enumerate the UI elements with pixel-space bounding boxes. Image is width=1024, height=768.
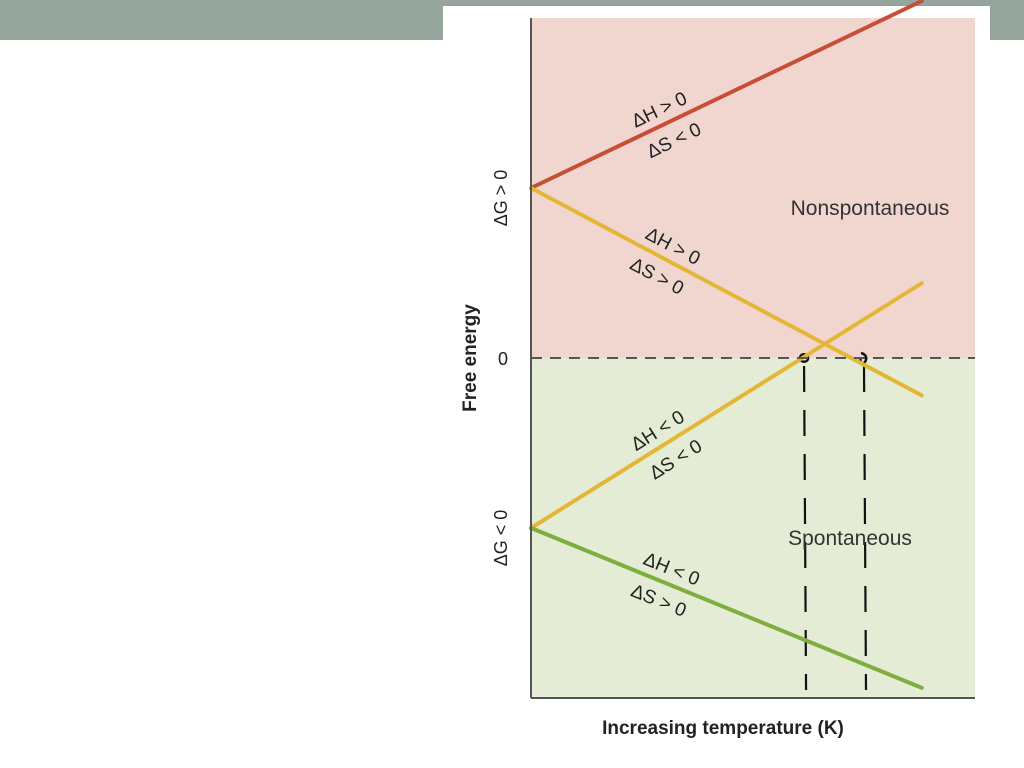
- series-line-dh_pos_ds_pos: [529, 186, 924, 398]
- spontaneous-label: Spontaneous: [788, 527, 912, 550]
- delta-g-negative-label: ΔG < 0: [491, 510, 511, 567]
- regions-layer: [531, 18, 975, 698]
- region-spontaneous: [531, 358, 975, 698]
- region-nonspontaneous: [531, 18, 975, 358]
- y-tick-label-0: 0: [498, 349, 508, 369]
- axis-layer: [530, 18, 975, 699]
- handwritten-circle-mark: [798, 353, 810, 363]
- series-layer: [529, 0, 924, 690]
- delta-g-positive-label: ΔG > 0: [491, 170, 511, 227]
- handwritten-dashed-line: [862, 365, 868, 691]
- series-line-dh_neg_ds_neg: [529, 281, 924, 530]
- nonspontaneous-label: Nonspontaneous: [791, 197, 950, 220]
- x-axis-title: Increasing temperature (K): [602, 718, 844, 739]
- series-line-dh_pos_ds_neg: [529, 0, 924, 190]
- y-axis-title: Free energy: [460, 304, 481, 412]
- handwritten-dashed-line: [802, 365, 808, 691]
- series-line-dh_neg_ds_pos: [529, 526, 924, 690]
